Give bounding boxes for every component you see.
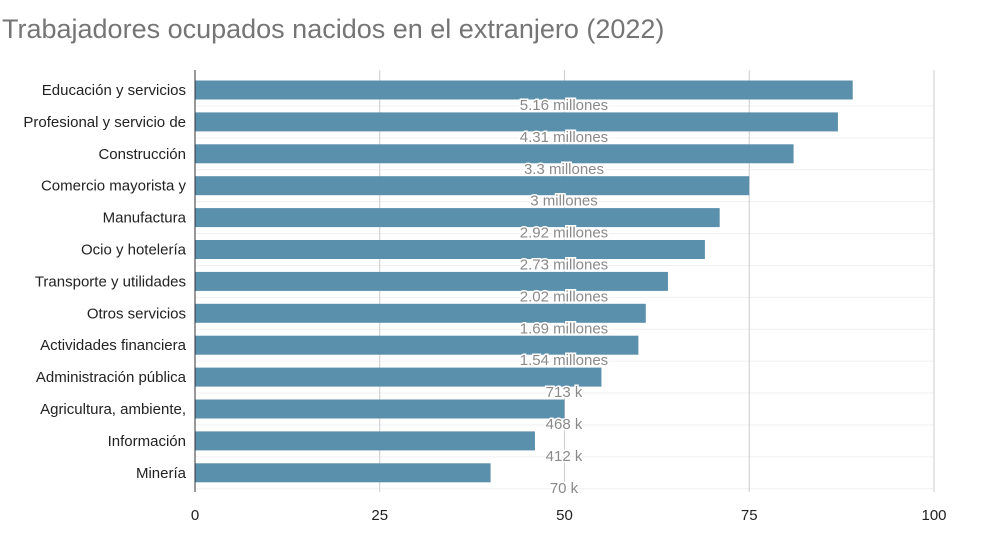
bar	[195, 367, 602, 387]
category-label: Ocio y hotelería	[81, 242, 187, 259]
x-tick-label: 100	[921, 507, 946, 524]
data-label: 5.16 millones	[520, 97, 608, 114]
bar	[195, 208, 720, 228]
data-label: 713 k	[546, 384, 583, 401]
category-label: Minería	[136, 465, 187, 482]
bar	[195, 303, 646, 323]
category-label: Construcción	[98, 146, 186, 163]
bar	[195, 463, 491, 483]
data-label: 70 k	[550, 480, 579, 497]
bar	[195, 144, 794, 164]
category-label: Comercio mayorista y	[41, 178, 187, 195]
bar	[195, 431, 535, 451]
category-label: Información	[108, 433, 186, 450]
category-label: Otros servicios	[87, 305, 186, 322]
category-label: Administración pública	[36, 369, 187, 386]
data-label: 2.73 millones	[520, 257, 608, 274]
bar	[195, 399, 565, 419]
data-label: 412 k	[546, 448, 583, 465]
bar	[195, 80, 853, 100]
data-label: 4.31 millones	[520, 129, 608, 146]
bar	[195, 240, 705, 259]
x-tick-label: 0	[191, 507, 199, 524]
bar	[195, 112, 838, 132]
data-label: 1.69 millones	[520, 320, 608, 337]
data-label: 1.54 millones	[520, 352, 608, 369]
category-label: Agricultura, ambiente,	[40, 401, 186, 418]
x-tick-label: 50	[556, 507, 573, 524]
bar	[195, 176, 750, 196]
data-label: 2.02 millones	[520, 288, 608, 305]
x-tick-label: 75	[741, 507, 758, 524]
chart-title: Trabajadores ocupados nacidos en el extr…	[2, 14, 665, 44]
data-label: 2.92 millones	[520, 225, 608, 242]
category-label: Transporte y utilidades	[35, 273, 186, 290]
bar	[195, 271, 668, 291]
category-label: Manufactura	[103, 210, 187, 227]
category-label: Actividades financiera	[40, 337, 187, 354]
data-label: 3.3 millones	[524, 161, 604, 178]
data-label: 468 k	[546, 416, 583, 433]
data-label: 3 millones	[530, 193, 598, 210]
bar	[195, 335, 639, 355]
x-tick-label: 25	[371, 507, 388, 524]
category-label: Educación y servicios	[42, 82, 186, 99]
category-label: Profesional y servicio de	[23, 114, 186, 131]
